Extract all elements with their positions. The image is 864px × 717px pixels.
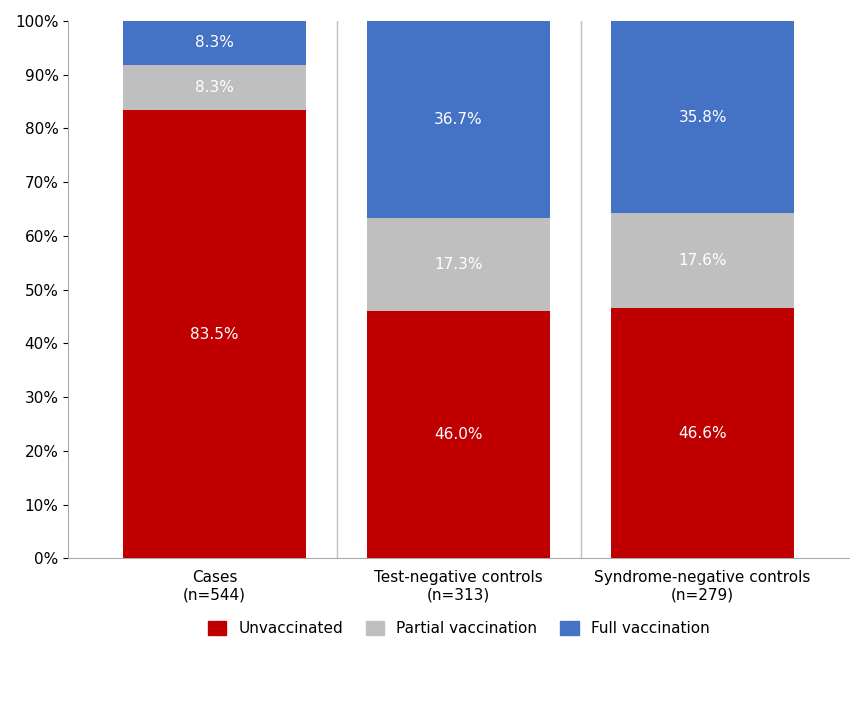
Text: 17.3%: 17.3% <box>435 257 483 272</box>
Bar <box>611 21 794 214</box>
Text: 36.7%: 36.7% <box>435 112 483 127</box>
Bar <box>611 214 794 308</box>
Bar <box>124 65 306 110</box>
Bar <box>124 21 306 65</box>
Text: 8.3%: 8.3% <box>195 35 234 50</box>
Bar <box>367 21 550 218</box>
Bar <box>367 311 550 559</box>
Legend: Unvaccinated, Partial vaccination, Full vaccination: Unvaccinated, Partial vaccination, Full … <box>201 615 715 642</box>
Text: 83.5%: 83.5% <box>190 326 238 341</box>
Bar <box>124 110 306 559</box>
Text: 8.3%: 8.3% <box>195 80 234 95</box>
Text: 35.8%: 35.8% <box>678 110 727 125</box>
Text: 46.6%: 46.6% <box>678 426 727 441</box>
Text: 17.6%: 17.6% <box>678 253 727 268</box>
Text: 46.0%: 46.0% <box>435 427 483 442</box>
Bar <box>367 218 550 311</box>
Bar <box>611 308 794 559</box>
